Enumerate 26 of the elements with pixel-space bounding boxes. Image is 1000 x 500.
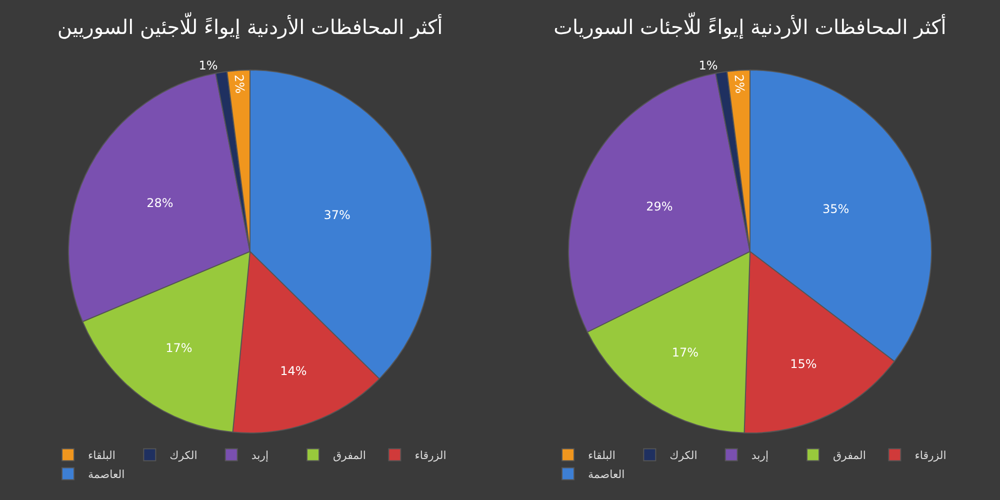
legend-label: الزرقاء xyxy=(914,449,946,462)
data-label: 2% xyxy=(732,74,747,94)
legend-label: العاصمة xyxy=(88,468,125,482)
legend-label: الزرقاء xyxy=(414,449,446,462)
data-label: 1% xyxy=(198,58,218,72)
legend-label: العاصمة xyxy=(588,468,625,482)
data-label: 37% xyxy=(324,208,350,222)
data-label: 2% xyxy=(232,74,247,94)
legend-label: الكرك xyxy=(670,449,698,462)
legend-label: المفرق xyxy=(333,449,366,462)
data-label: 35% xyxy=(822,202,850,216)
legend-label: البلقاء xyxy=(588,449,616,462)
legend-label: إربد xyxy=(251,449,269,462)
legend-label: إربد xyxy=(751,449,769,462)
legend-label: المفرق xyxy=(833,449,866,462)
chart-title: أكثر المحافظات الأردنية إيواءً للّاجئين السوريين xyxy=(57,12,443,39)
chart-title: أكثر المحافظات الأردنية إيواءً للّاجئات السوريات xyxy=(554,12,946,39)
data-label: 17% xyxy=(672,345,699,360)
legend-label: البلقاء xyxy=(88,449,116,462)
data-label: 28% xyxy=(146,196,174,210)
data-label: 17% xyxy=(166,341,192,356)
legend-label: الكرك xyxy=(170,449,198,462)
data-label: 29% xyxy=(646,200,673,214)
data-label: 15% xyxy=(790,356,817,371)
data-label: 14% xyxy=(280,364,307,378)
data-label: 1% xyxy=(698,58,718,72)
